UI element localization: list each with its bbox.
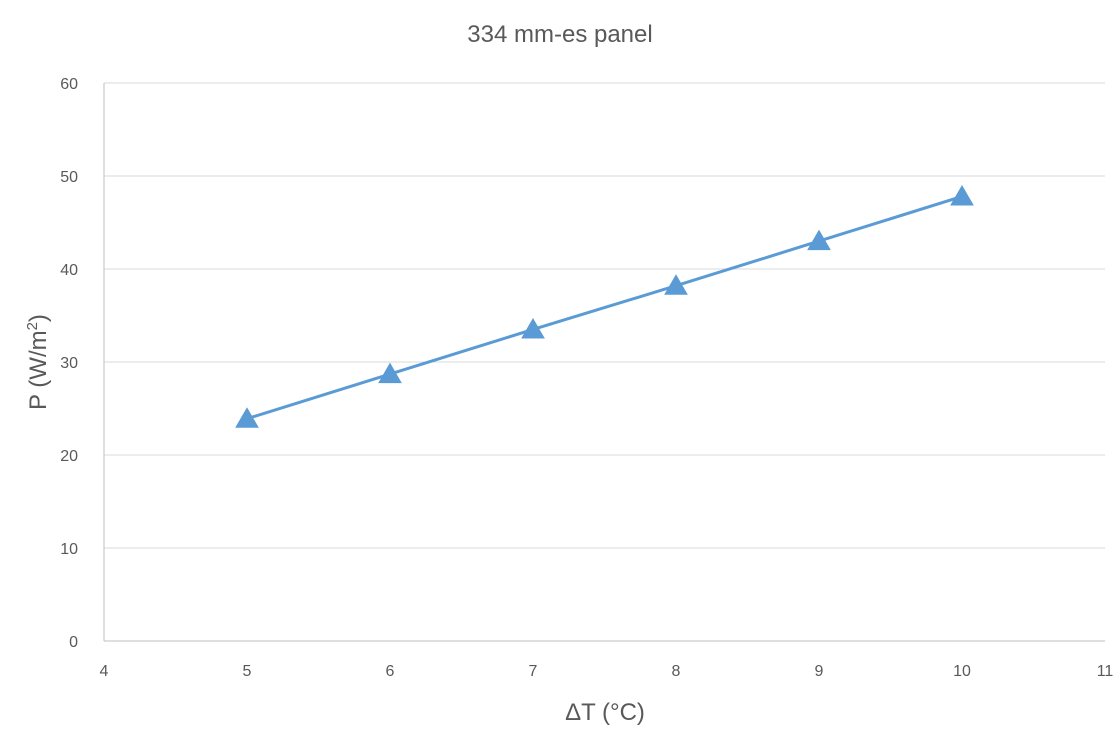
series-line (245, 194, 964, 421)
chart-title: 334 mm-es panel (467, 21, 652, 48)
axes (103, 83, 1105, 642)
x-tick-label: 10 (953, 663, 971, 680)
data-point-marker (807, 229, 831, 251)
y-tick-label: 0 (69, 634, 78, 651)
series-layer (235, 185, 974, 428)
data-point-marker (664, 274, 688, 295)
y-axis-title-close: ) (25, 314, 52, 322)
data-point-marker (235, 407, 259, 428)
data-point-marker (378, 362, 402, 384)
y-tick-label: 50 (60, 169, 78, 186)
x-tick-label: 5 (243, 663, 252, 680)
data-point-marker (950, 185, 974, 206)
y-tick-label: 10 (60, 541, 78, 558)
y-tick-label: 30 (60, 355, 78, 372)
y-tick-label: 20 (60, 448, 78, 465)
x-tick-label: 8 (672, 663, 681, 680)
gridlines (104, 82, 1105, 549)
x-axis-title: ΔT (°C) (565, 699, 645, 726)
y-axis-title: P (W/m2) (24, 314, 52, 410)
x-tick-label: 7 (529, 663, 538, 680)
y-tick-label: 40 (60, 262, 78, 279)
data-point-marker (521, 318, 545, 339)
x-tick-label: 6 (386, 663, 395, 680)
y-axis-title-superscript: 2 (24, 322, 41, 330)
y-tick-label: 60 (60, 76, 78, 93)
x-tick-label: 11 (1097, 663, 1114, 680)
y-axis-title-main: P (W/m (25, 330, 52, 410)
x-tick-label: 9 (815, 663, 824, 680)
x-tick-labels: 4 5 6 7 8 9 10 11 (100, 663, 1114, 680)
x-tick-label: 4 (100, 663, 109, 680)
y-tick-labels: 0 10 20 30 40 50 60 (60, 76, 78, 651)
